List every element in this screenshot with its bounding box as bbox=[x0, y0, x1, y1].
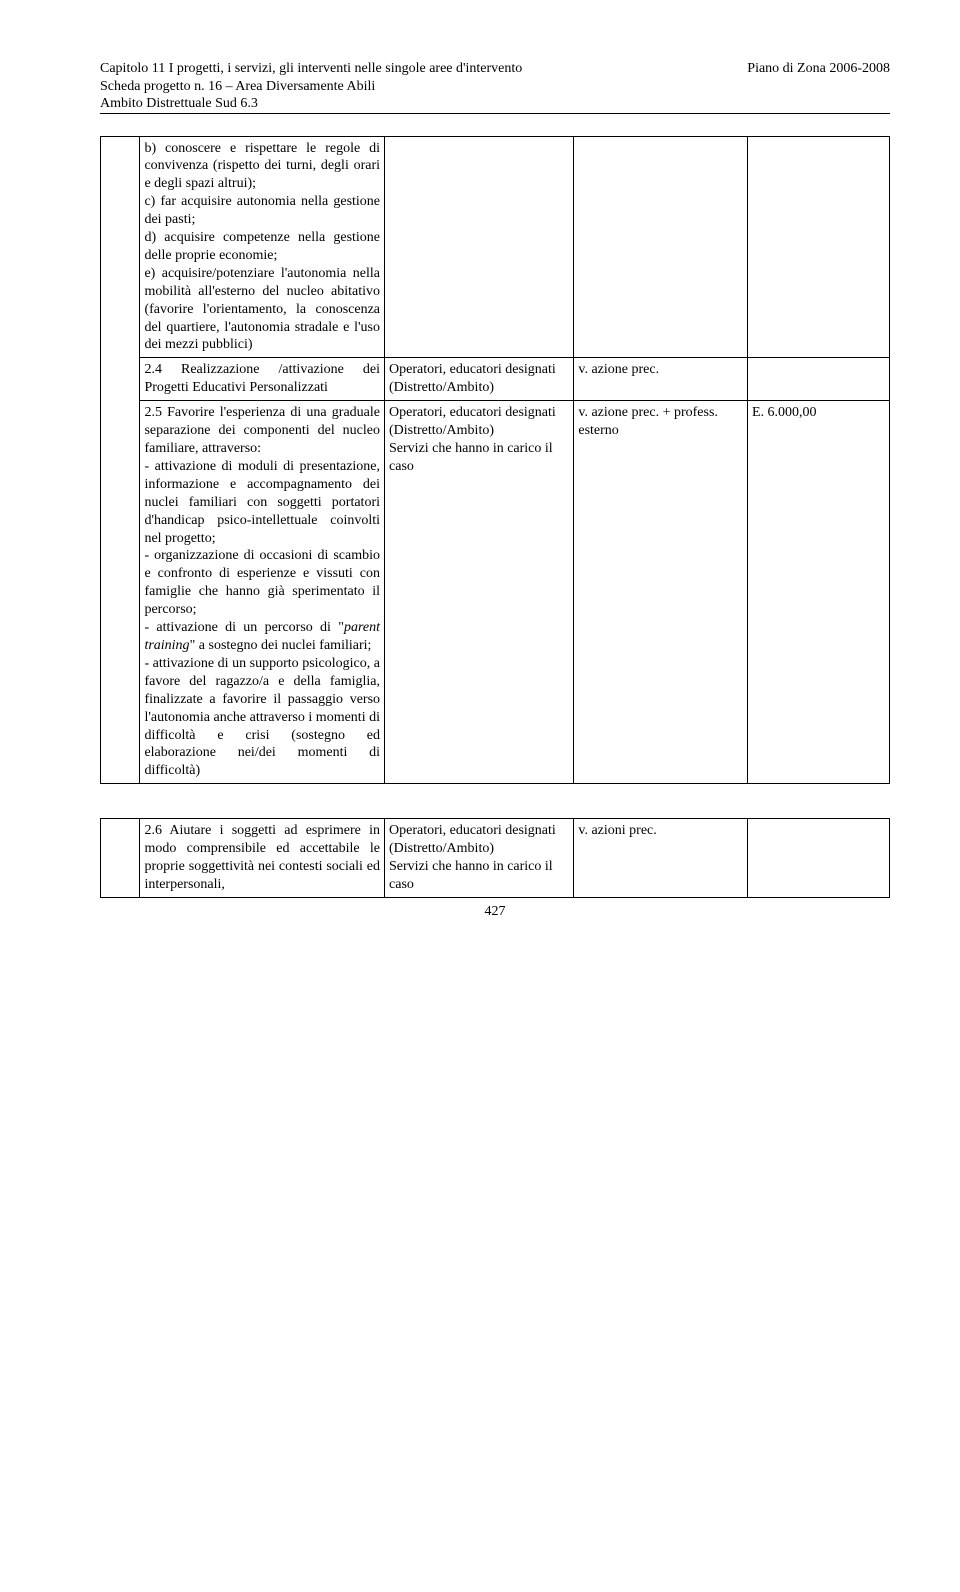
cell-t2-c4 bbox=[747, 819, 889, 898]
page-number: 427 bbox=[100, 904, 890, 920]
cell-r2-c4: E. 6.000,00 bbox=[747, 401, 889, 784]
table-gap bbox=[100, 784, 890, 818]
cell-r1-c4 bbox=[747, 358, 889, 401]
cell-r1-c2: Operatori, educatori designati (Distrett… bbox=[385, 358, 574, 401]
cell-r0-c3 bbox=[574, 136, 748, 358]
cell-action-26: 2.6 Aiutare i soggetti ad esprimere in m… bbox=[140, 819, 385, 898]
cell-empty-left-2 bbox=[101, 819, 140, 898]
table-row: b) conoscere e rispettare le regole di c… bbox=[101, 136, 890, 358]
cell-r0-c2 bbox=[385, 136, 574, 358]
cell-r1-c3: v. azione prec. bbox=[574, 358, 748, 401]
cell-t2-c3: v. azioni prec. bbox=[574, 819, 748, 898]
cell-action-24: 2.4 Realizzazione /attivazione dei Proge… bbox=[140, 358, 385, 401]
table-row: 2.4 Realizzazione /attivazione dei Proge… bbox=[101, 358, 890, 401]
header-right-1: Piano di Zona 2006-2008 bbox=[747, 60, 890, 78]
cell-empty-left bbox=[101, 136, 140, 784]
cell-action-b: b) conoscere e rispettare le regole di c… bbox=[140, 136, 385, 358]
page: Capitolo 11 I progetti, i servizi, gli i… bbox=[0, 0, 960, 970]
cell-action-25: 2.5 Favorire l'esperienza di una gradual… bbox=[140, 401, 385, 784]
header-left-1: Capitolo 11 I progetti, i servizi, gli i… bbox=[100, 60, 522, 78]
main-table: b) conoscere e rispettare le regole di c… bbox=[100, 136, 890, 785]
cell-r0-c4 bbox=[747, 136, 889, 358]
header-row-1: Capitolo 11 I progetti, i servizi, gli i… bbox=[100, 60, 890, 78]
page-header: Capitolo 11 I progetti, i servizi, gli i… bbox=[100, 60, 890, 114]
table-row: 2.5 Favorire l'esperienza di una gradual… bbox=[101, 401, 890, 784]
header-left-3: Ambito Distrettuale Sud 6.3 bbox=[100, 95, 890, 114]
table-row: 2.6 Aiutare i soggetti ad esprimere in m… bbox=[101, 819, 890, 898]
cell-t2-c2: Operatori, educatori designati (Distrett… bbox=[385, 819, 574, 898]
cell-r2-c3: v. azione prec. + profess. esterno bbox=[574, 401, 748, 784]
cell-r2-c2: Operatori, educatori designati (Distrett… bbox=[385, 401, 574, 784]
header-left-2: Scheda progetto n. 16 – Area Diversament… bbox=[100, 78, 890, 96]
second-table: 2.6 Aiutare i soggetti ad esprimere in m… bbox=[100, 818, 890, 898]
